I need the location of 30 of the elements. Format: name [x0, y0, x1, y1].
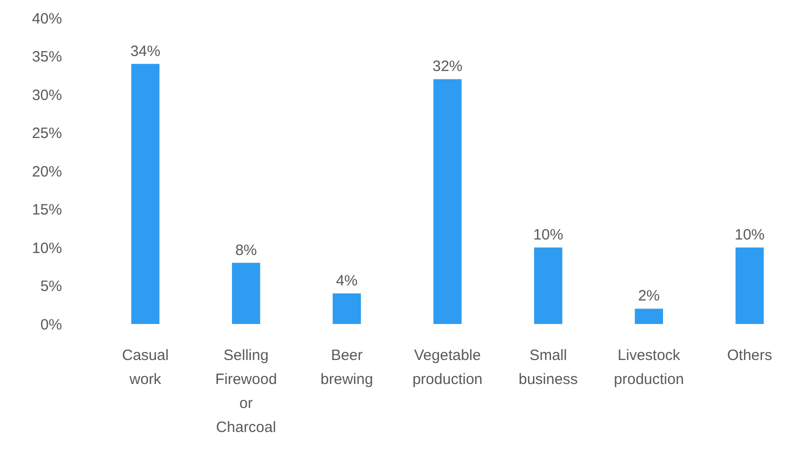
- bar: [534, 248, 562, 324]
- y-tick-label: 40%: [32, 10, 62, 28]
- data-label: 32%: [432, 58, 463, 76]
- data-label: 10%: [533, 226, 564, 244]
- y-tick-label: 30%: [32, 86, 62, 104]
- bar: [232, 262, 260, 324]
- x-tick-label: Beer brewing: [320, 347, 374, 388]
- y-tick-label: 35%: [32, 48, 62, 66]
- bar: [433, 79, 462, 324]
- bar: [332, 293, 361, 324]
- bar: [634, 308, 664, 324]
- data-label: 2%: [638, 288, 660, 305]
- bar: [131, 64, 160, 324]
- x-tick-label: Selling Firewood or Charcoal: [215, 347, 277, 436]
- x-tick-label: Vegetable production: [412, 347, 483, 388]
- y-tick-label: 15%: [32, 202, 62, 218]
- bar: [736, 248, 764, 324]
- y-tick-label: 10%: [32, 240, 62, 257]
- y-tick-label: 0%: [40, 316, 62, 334]
- y-tick-label: 5%: [40, 278, 62, 295]
- x-tick-label: Small business: [518, 347, 578, 388]
- x-tick-label: Casual work: [122, 347, 169, 388]
- y-tick-label: 25%: [32, 125, 62, 142]
- data-label: 34%: [130, 42, 160, 60]
- x-tick-label: Others: [727, 347, 772, 364]
- data-label: 4%: [336, 272, 358, 290]
- data-label: 8%: [235, 242, 257, 259]
- y-tick-label: 20%: [32, 163, 62, 180]
- data-label: 10%: [734, 226, 765, 244]
- x-tick-label: Livestock production: [614, 347, 684, 388]
